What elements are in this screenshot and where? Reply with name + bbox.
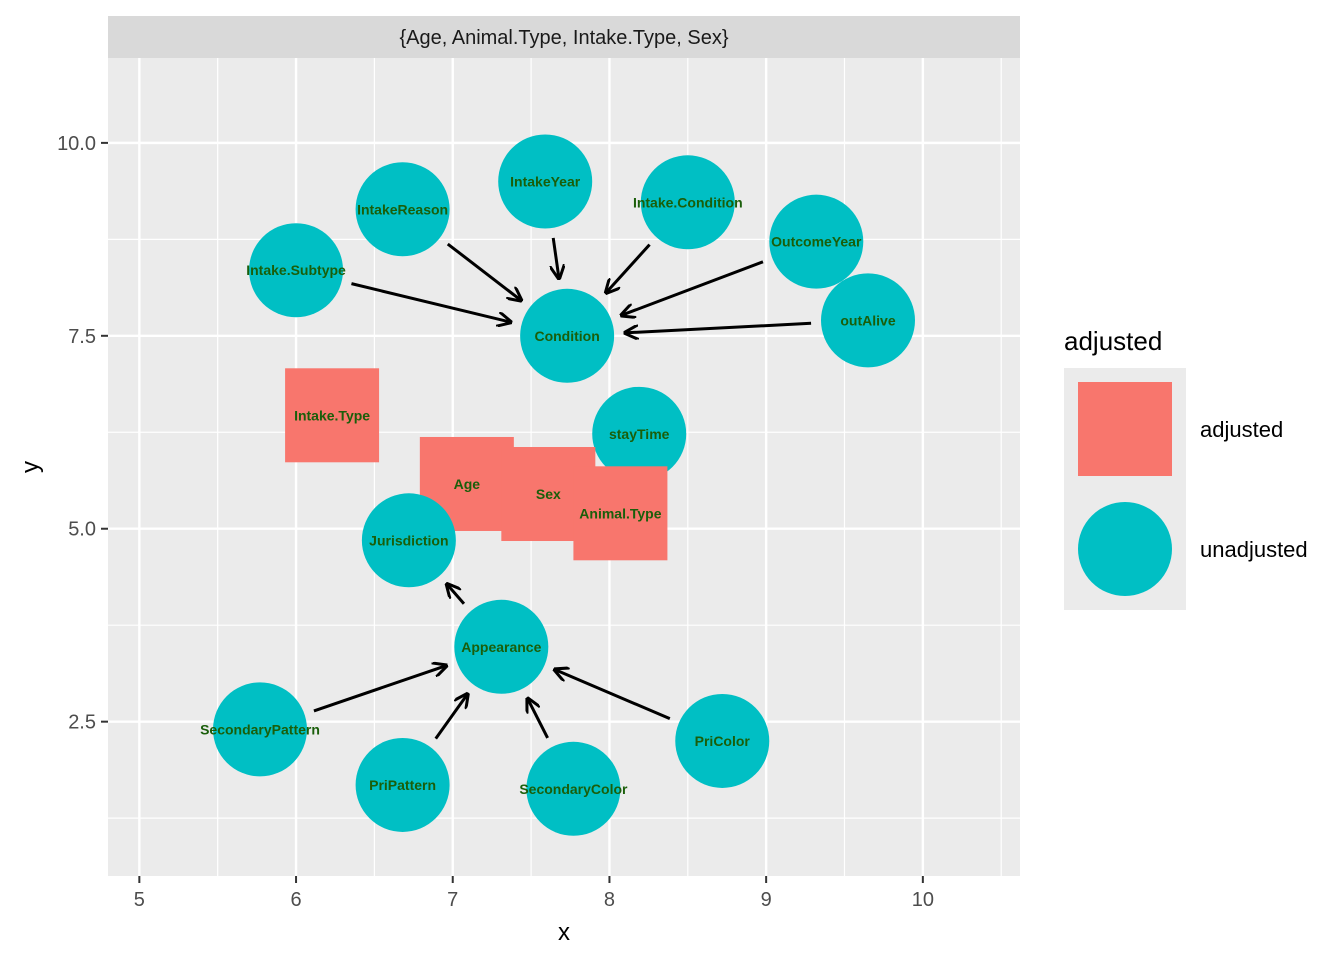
node-Condition [520, 288, 615, 383]
edge-Intake.Subtype-to-Condition [351, 282, 510, 323]
legend: adjusted adjusted unadjusted [1064, 326, 1308, 610]
y-tick-label: 7.5 [68, 326, 96, 348]
legend-title: adjusted [1064, 326, 1162, 356]
x-axis: 5 6 7 8 9 10 [134, 876, 934, 911]
node-SecondaryColor [526, 741, 621, 836]
x-axis-title: x [558, 919, 570, 946]
edge-IntakeYear-to-Condition [553, 237, 559, 278]
legend-label-adjusted: adjusted [1200, 417, 1283, 442]
node-label-Intake.Type: Intake.Type [294, 407, 370, 423]
node-label-Sex: Sex [536, 486, 561, 502]
edge-Appearance-to-Jurisdiction [447, 584, 466, 605]
node-label-Condition: Condition [534, 328, 599, 344]
node-OutcomeYear [769, 194, 864, 289]
node-label-PriColor: PriColor [695, 733, 751, 749]
node-label-Age: Age [454, 476, 481, 492]
node-Animal.Type [573, 466, 668, 561]
node-SecondaryPattern [213, 682, 307, 777]
node-label-PriPattern: PriPattern [369, 777, 436, 793]
node-label-OutcomeYear: OutcomeYear [771, 234, 862, 250]
edge-SecondaryPattern-to-Appearance [313, 666, 447, 713]
node-PriPattern [355, 737, 450, 832]
node-label-IntakeReason: IntakeReason [357, 201, 448, 217]
node-label-Appearance: Appearance [461, 639, 541, 655]
nodes-layer: IntakeYear IntakeReason Intake.Condition Ou… [200, 134, 915, 836]
facet-strip [108, 16, 1020, 58]
edge-OutcomeYear-to-Condition [621, 260, 764, 315]
x-tick-label: 6 [290, 889, 301, 911]
legend-key-adjusted [1078, 382, 1172, 476]
node-label-Intake.Condition: Intake.Condition [633, 194, 743, 210]
node-label-Jurisdiction: Jurisdiction [369, 532, 448, 548]
node-label-IntakeYear: IntakeYear [510, 173, 581, 189]
y-axis: 2.5 5.0 7.5 10.0 [57, 133, 108, 734]
node-label-stayTime: stayTime [609, 426, 670, 442]
y-tick-label: 2.5 [68, 712, 96, 734]
x-tick-label: 7 [447, 889, 458, 911]
node-label-Animal.Type: Animal.Type [579, 505, 661, 521]
x-tick-label: 8 [604, 889, 615, 911]
node-IntakeYear [498, 134, 593, 229]
node-Intake.Type [285, 368, 380, 463]
edge-IntakeReason-to-Condition [446, 242, 521, 300]
edge-outAlive-to-Condition [625, 321, 812, 333]
node-PriColor [675, 693, 770, 788]
node-Appearance [454, 599, 549, 694]
node-label-SecondaryPattern: SecondaryPattern [200, 721, 320, 737]
edge-PriPattern-to-Appearance [434, 694, 468, 740]
edge-SecondaryColor-to-Appearance [528, 699, 549, 739]
node-label-SecondaryColor: SecondaryColor [519, 781, 628, 797]
node-stayTime [592, 386, 687, 481]
legend-key-unadjusted [1078, 502, 1172, 596]
facet-strip-label: {Age, Animal.Type, Intake.Type, Sex} [399, 27, 728, 49]
x-tick-label: 10 [912, 889, 934, 911]
y-axis-title: y [17, 461, 44, 473]
x-tick-label: 5 [134, 889, 145, 911]
edge-Intake.Condition-to-Condition [606, 243, 651, 293]
y-tick-label: 5.0 [68, 519, 96, 541]
edge-PriColor-to-Appearance [555, 670, 671, 720]
node-label-outAlive: outAlive [840, 312, 895, 328]
node-Jurisdiction [361, 493, 456, 588]
node-Intake.Subtype [249, 223, 344, 318]
edges-layer [313, 237, 812, 740]
node-label-Intake.Subtype: Intake.Subtype [246, 262, 346, 278]
node-IntakeReason [355, 162, 450, 257]
legend-label-unadjusted: unadjusted [1200, 537, 1308, 562]
x-tick-label: 9 [761, 889, 772, 911]
y-tick-label: 10.0 [57, 133, 96, 155]
node-Intake.Condition [640, 155, 735, 250]
node-outAlive [821, 273, 915, 368]
